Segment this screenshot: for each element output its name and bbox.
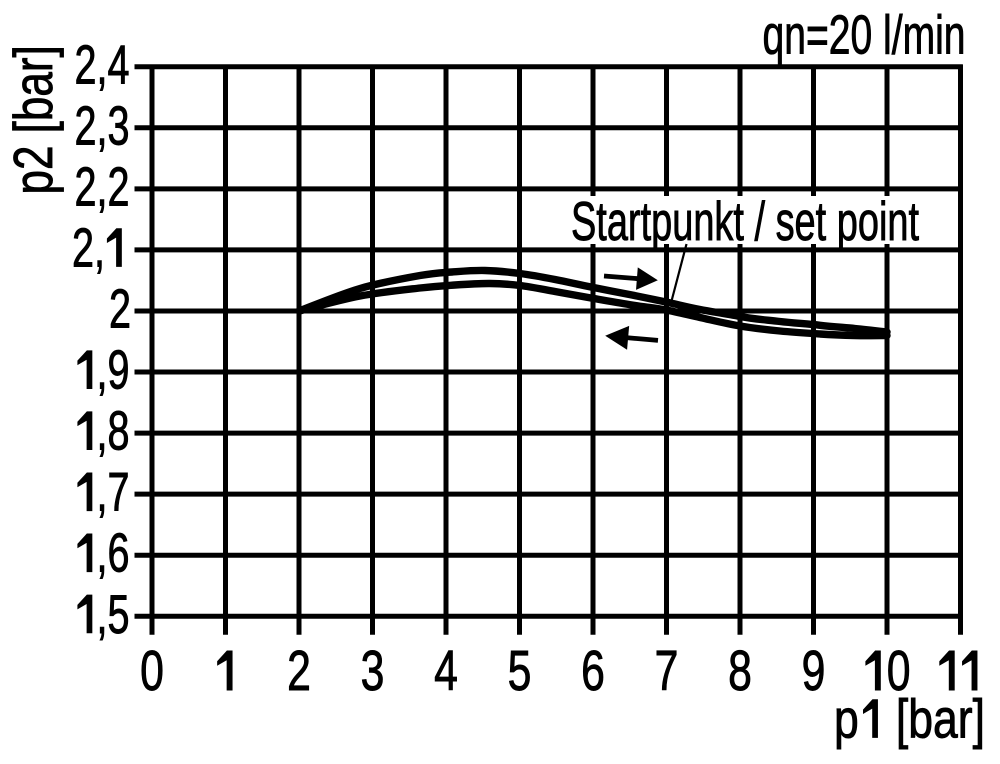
svg-text:0: 0	[887, 638, 911, 702]
svg-text:2,: 2,	[72, 218, 105, 279]
svg-text:p2 [bar]: p2 [bar]	[2, 45, 64, 194]
svg-text:,5: ,5	[97, 585, 130, 646]
svg-text:2,3: 2,3	[74, 96, 129, 157]
svg-text:2: 2	[109, 279, 131, 340]
svg-text:[bar]: [bar]	[896, 688, 985, 750]
svg-text:,8: ,8	[97, 401, 130, 462]
svg-text:5: 5	[508, 638, 532, 702]
svg-text:7: 7	[655, 638, 679, 702]
svg-text:4: 4	[434, 638, 458, 702]
svg-text:,7: ,7	[97, 462, 130, 523]
svg-text:,9: ,9	[97, 340, 130, 401]
svg-text:2,2: 2,2	[74, 157, 129, 218]
svg-text:p: p	[834, 688, 859, 750]
svg-text:qn=20 l/min: qn=20 l/min	[763, 5, 966, 66]
svg-text:6: 6	[581, 638, 605, 702]
svg-text:0: 0	[140, 638, 164, 702]
svg-text:,6: ,6	[97, 524, 130, 585]
svg-text:9: 9	[802, 638, 826, 702]
svg-text:8: 8	[728, 638, 752, 702]
svg-text:2,4: 2,4	[74, 35, 129, 96]
svg-text:Startpunkt / set point: Startpunkt / set point	[571, 191, 919, 253]
svg-text:2: 2	[287, 638, 311, 702]
svg-text:3: 3	[361, 638, 385, 702]
